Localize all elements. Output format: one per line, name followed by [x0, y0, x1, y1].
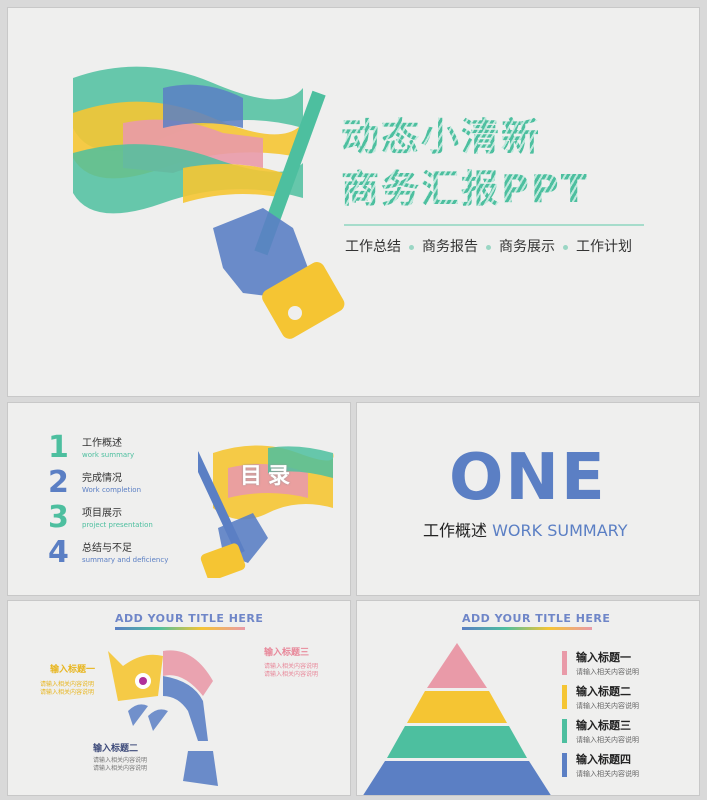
desc-line: 请输入相关内容说明 — [40, 681, 95, 688]
cover-title-line1: 动态小清新 — [341, 115, 542, 159]
toc-text: 工作概述 work summary — [82, 433, 134, 460]
toc-item: 2 完成情况 Work completion — [48, 468, 198, 503]
legend-item: 输入标题二 请输入相关内容说明 — [562, 685, 692, 719]
legend-desc: 请输入相关内容说明 — [576, 702, 639, 710]
toc-number: 4 — [48, 535, 69, 570]
toc-en: Work completion — [82, 486, 142, 494]
pyramid-legend: 输入标题一 请输入相关内容说明 输入标题二 请输入相关内容说明 输入标题三 请输… — [562, 651, 692, 787]
legend-desc: 请输入相关内容说明 — [576, 668, 639, 676]
toc-number: 2 — [48, 465, 69, 500]
cover-slide[interactable]: 动态小清新 商务汇报PPT 工作总结 商务报告 商务展示 工作计划 — [7, 7, 700, 397]
legend-text: 输入标题三 请输入相关内容说明 — [576, 719, 639, 745]
legend-title: 输入标题三 — [576, 719, 631, 732]
dot-separator — [409, 244, 414, 250]
toc-flag-illustration — [198, 445, 334, 578]
tag: 工作计划 — [576, 239, 632, 255]
fish-slide[interactable]: ADD YOUR TITLE HERE 输入标题一 请输入相关内容说明 请输入相… — [7, 600, 351, 796]
toc-item: 1 工作概述 work summary — [48, 433, 198, 468]
legend-item: 输入标题三 请输入相关内容说明 — [562, 719, 692, 753]
legend-title: 输入标题二 — [576, 685, 631, 698]
section-slide[interactable]: ONE 工作概述 WORK SUMMARY — [356, 402, 700, 596]
cover-title-line2: 商务汇报PPT — [341, 167, 589, 211]
tag: 商务展示 — [499, 239, 555, 255]
legend-title: 输入标题一 — [576, 651, 631, 664]
cover-tags: 工作总结 商务报告 商务展示 工作计划 — [345, 236, 632, 256]
pyramid-slide[interactable]: ADD YOUR TITLE HERE 输入标题一 请输入相关内容说明 输入标题… — [356, 600, 700, 796]
toc-en: project presentation — [82, 521, 153, 529]
fish-label-3-desc: 请输入相关内容说明 请输入相关内容说明 — [264, 663, 318, 679]
toc-cn: 完成情况 — [82, 473, 122, 484]
legend-text: 输入标题四 请输入相关内容说明 — [576, 753, 639, 779]
legend-color-bar — [562, 685, 567, 709]
fish-label-2-title: 输入标题二 — [93, 744, 139, 754]
slide-title: ADD YOUR TITLE HERE — [115, 612, 264, 625]
toc-text: 完成情况 Work completion — [82, 468, 141, 495]
fish-label-1-title: 输入标题一 — [50, 665, 96, 675]
toc-flag-text: 目录 — [240, 464, 297, 489]
title-rainbow-underline — [115, 627, 245, 630]
section-cn: 工作概述 — [423, 521, 488, 540]
dot-separator — [486, 244, 491, 250]
tag: 商务报告 — [422, 239, 478, 255]
legend-title: 输入标题四 — [576, 753, 631, 766]
toc-cn: 总结与不足 — [82, 543, 132, 554]
title-underline — [344, 224, 644, 226]
title-rainbow-underline — [462, 627, 592, 630]
legend-color-bar — [562, 651, 567, 675]
toc-list: 1 工作概述 work summary 2 完成情况 Work completi… — [48, 433, 198, 573]
tag: 工作总结 — [345, 239, 401, 255]
toc-number: 1 — [48, 430, 69, 465]
desc-line: 请输入相关内容说明 — [93, 765, 148, 772]
fish-label-3-title: 输入标题三 — [264, 648, 310, 658]
toc-cn: 项目展示 — [82, 508, 122, 519]
legend-item: 输入标题四 请输入相关内容说明 — [562, 753, 692, 787]
legend-item: 输入标题一 请输入相关内容说明 — [562, 651, 692, 685]
toc-en: work summary — [82, 451, 135, 459]
desc-line: 请输入相关内容说明 — [40, 689, 95, 696]
legend-desc: 请输入相关内容说明 — [576, 736, 639, 744]
fish-label-1-desc: 请输入相关内容说明 请输入相关内容说明 — [40, 681, 94, 697]
desc-line: 请输入相关内容说明 — [264, 663, 319, 670]
toc-text: 总结与不足 summary and deficiency — [82, 538, 168, 565]
legend-desc: 请输入相关内容说明 — [576, 770, 639, 778]
flag-hand-illustration — [73, 66, 345, 339]
dot-separator — [563, 244, 568, 250]
section-big-text: ONE — [449, 441, 607, 515]
legend-text: 输入标题二 请输入相关内容说明 — [576, 685, 639, 711]
toc-number: 3 — [48, 500, 69, 535]
pyramid-illustration — [363, 643, 551, 795]
fish-label-2-desc: 请输入相关内容说明 请输入相关内容说明 — [93, 757, 147, 773]
slide-title: ADD YOUR TITLE HERE — [462, 612, 611, 625]
toc-en: summary and deficiency — [82, 556, 169, 564]
toc-item: 3 项目展示 project presentation — [48, 503, 198, 538]
toc-item: 4 总结与不足 summary and deficiency — [48, 538, 198, 573]
legend-color-bar — [562, 719, 567, 743]
toc-slide[interactable]: 1 工作概述 work summary 2 完成情况 Work completi… — [7, 402, 351, 596]
toc-cn: 工作概述 — [82, 438, 122, 449]
desc-line: 请输入相关内容说明 — [264, 671, 319, 678]
toc-text: 项目展示 project presentation — [82, 503, 153, 530]
fish-illustration — [108, 650, 218, 786]
section-en: WORK SUMMARY — [492, 521, 628, 540]
desc-line: 请输入相关内容说明 — [93, 757, 148, 764]
legend-text: 输入标题一 请输入相关内容说明 — [576, 651, 639, 677]
section-heading: 工作概述 WORK SUMMARY — [423, 521, 628, 541]
legend-color-bar — [562, 753, 567, 777]
